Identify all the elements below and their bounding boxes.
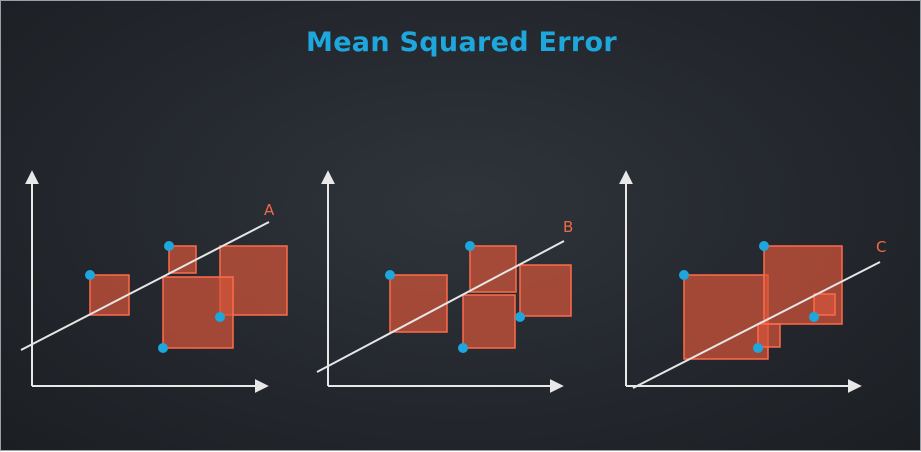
panel-b: B [316,170,573,393]
data-point [465,241,475,251]
regression-line-b [316,240,565,373]
panel-a: A [20,170,288,393]
data-point [515,312,525,322]
panel-label-b: B [563,218,573,236]
regression-line-a [20,221,270,351]
slide-title: Mean Squared Error [306,27,617,58]
data-point [164,241,174,251]
data-point [158,343,168,353]
data-point [809,312,819,322]
error-square [168,245,197,274]
data-point [759,241,769,251]
error-square [389,274,448,333]
error-square [519,264,572,317]
data-point [215,312,225,322]
panel-label-c: C [876,238,886,256]
data-point [679,270,689,280]
error-square [162,276,234,349]
error-square [89,274,130,316]
panel-label-a: A [264,201,275,219]
error-square [469,245,517,293]
data-point [458,343,468,353]
panel-c: C [619,170,886,393]
error-square [757,323,781,348]
data-point [385,270,395,280]
error-square [813,293,836,316]
error-square [462,294,516,349]
data-point [753,343,763,353]
regression-line-c [632,261,881,389]
data-point [85,270,95,280]
